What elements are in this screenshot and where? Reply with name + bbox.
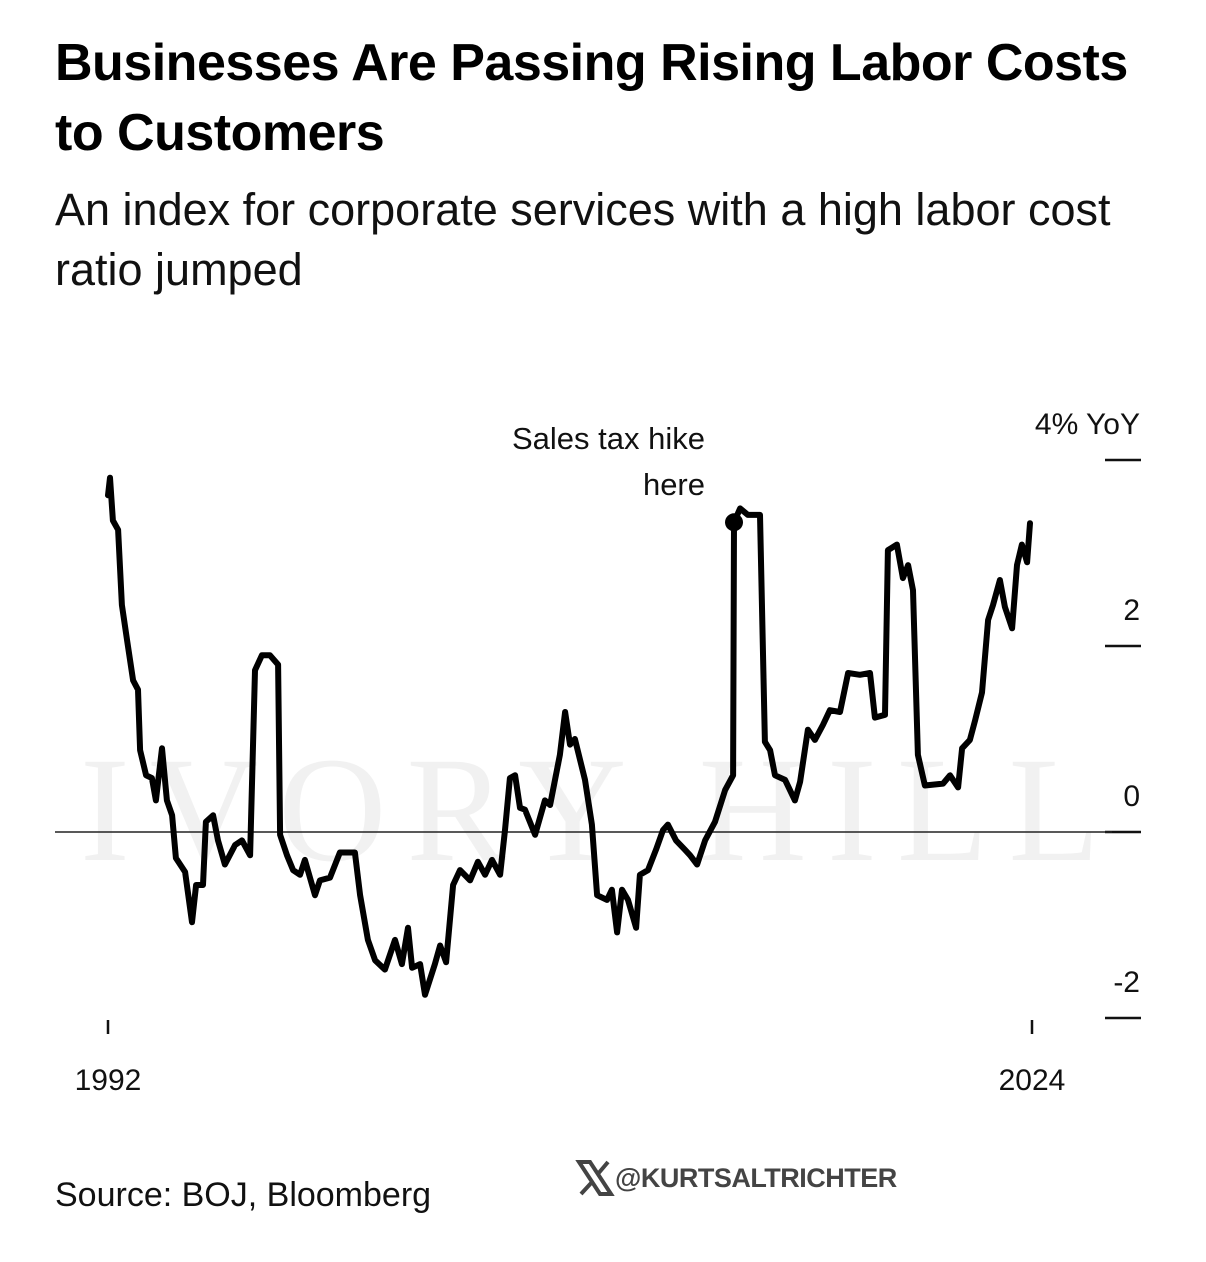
line [105,474,1033,998]
annotation-dot [725,513,744,532]
source: Source: BOJ, Bloomberg [55,1176,432,1214]
y-tick-label: 0 [1123,780,1140,813]
chart-title: Businesses Are Passing Rising Labor Cost… [55,34,1128,162]
x-logo [575,1160,615,1196]
y-tick-label: 2 [1123,594,1140,627]
y-tick-label: -2 [1113,966,1140,999]
credit: @KURTSALTRICHTER [575,1158,897,1198]
y-tick-label: 4% YoY [1035,408,1140,441]
x-tick-label: 2024 [999,1064,1066,1097]
credit-handle: @KURTSALTRICHTER [615,1162,897,1193]
x-tick-label: 1992 [75,1064,142,1097]
chart-subtitle: An index for corporate services with a h… [55,184,1111,295]
annotation: Sales tax hike here [512,421,705,502]
